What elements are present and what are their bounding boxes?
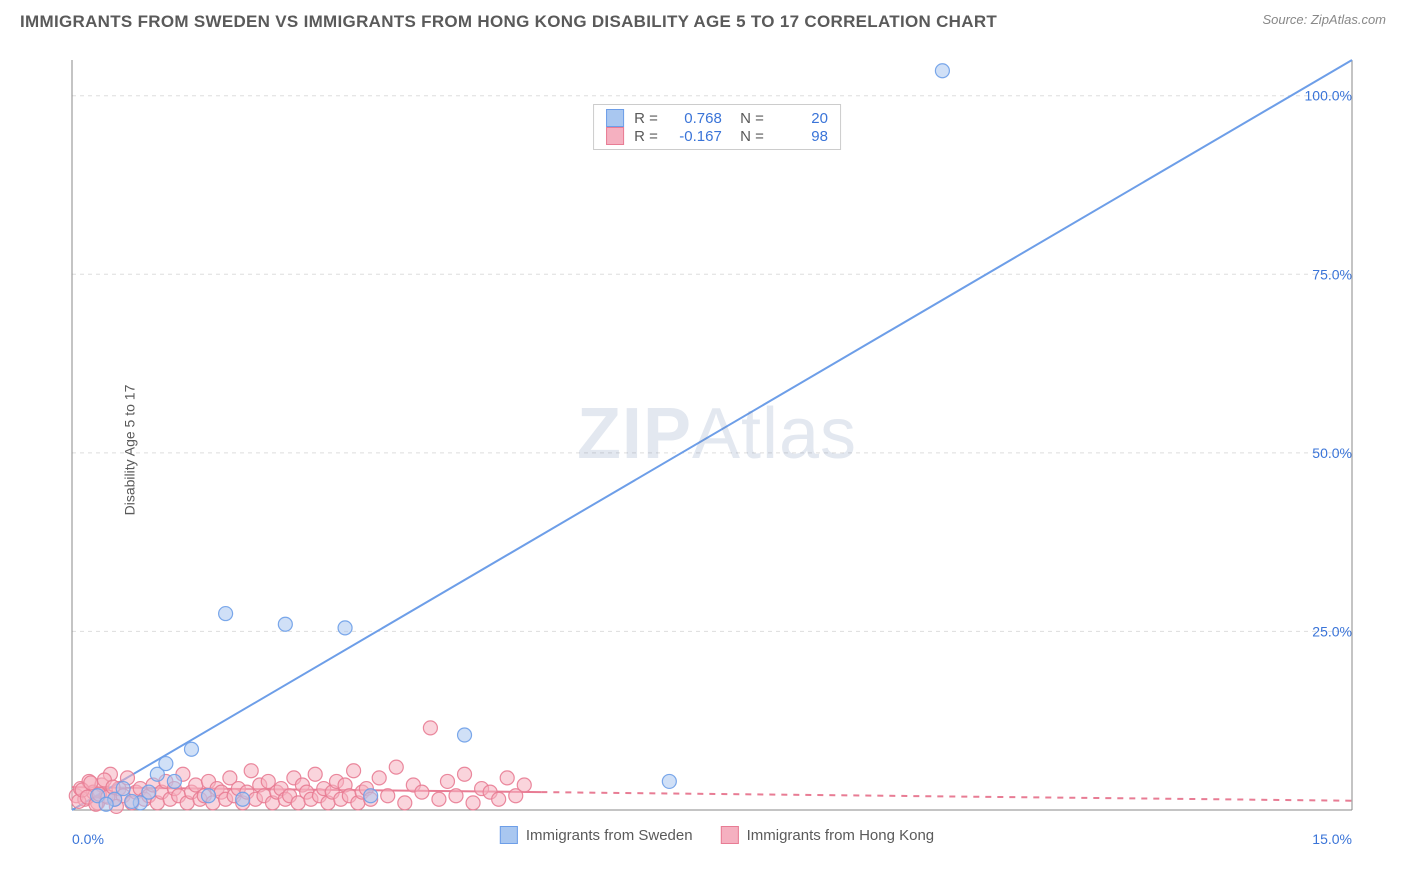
svg-text:100.0%: 100.0% <box>1305 88 1352 104</box>
n-value-hongkong: 98 <box>770 128 828 145</box>
chart-title: IMMIGRANTS FROM SWEDEN VS IMMIGRANTS FRO… <box>20 12 997 32</box>
swatch-hongkong <box>721 826 739 844</box>
stats-row-hongkong: R = -0.167 N = 98 <box>606 127 828 145</box>
legend-label-hongkong: Immigrants from Hong Kong <box>747 827 935 844</box>
stats-row-sweden: R = 0.768 N = 20 <box>606 109 828 127</box>
n-value-sweden: 20 <box>770 110 828 127</box>
r-label: R = <box>634 128 658 145</box>
scatter-chart: 25.0% 50.0% 75.0% 100.0% 0.0% 15.0% <box>52 50 1382 850</box>
chart-area: Disability Age 5 to 17 25.0% 50.0% 75.0% 10… <box>52 50 1382 850</box>
r-value-sweden: 0.768 <box>664 110 722 127</box>
svg-text:25.0%: 25.0% <box>1312 623 1352 639</box>
svg-text:15.0%: 15.0% <box>1312 831 1352 847</box>
svg-text:75.0%: 75.0% <box>1312 266 1352 282</box>
swatch-hongkong <box>606 127 624 145</box>
bottom-legend: Immigrants from Sweden Immigrants from H… <box>500 826 934 844</box>
y-axis-label: Disability Age 5 to 17 <box>121 385 137 516</box>
legend-label-sweden: Immigrants from Sweden <box>526 827 693 844</box>
r-value-hongkong: -0.167 <box>664 128 722 145</box>
svg-text:0.0%: 0.0% <box>72 831 104 847</box>
swatch-sweden <box>500 826 518 844</box>
n-label: N = <box>732 110 764 127</box>
stats-legend: R = 0.768 N = 20 R = -0.167 N = 98 <box>593 104 841 150</box>
legend-item-sweden: Immigrants from Sweden <box>500 826 693 844</box>
r-label: R = <box>634 110 658 127</box>
header: IMMIGRANTS FROM SWEDEN VS IMMIGRANTS FRO… <box>0 0 1406 40</box>
svg-text:50.0%: 50.0% <box>1312 445 1352 461</box>
n-label: N = <box>732 128 764 145</box>
source-label: Source: ZipAtlas.com <box>1262 12 1386 27</box>
swatch-sweden <box>606 109 624 127</box>
legend-item-hongkong: Immigrants from Hong Kong <box>721 826 935 844</box>
